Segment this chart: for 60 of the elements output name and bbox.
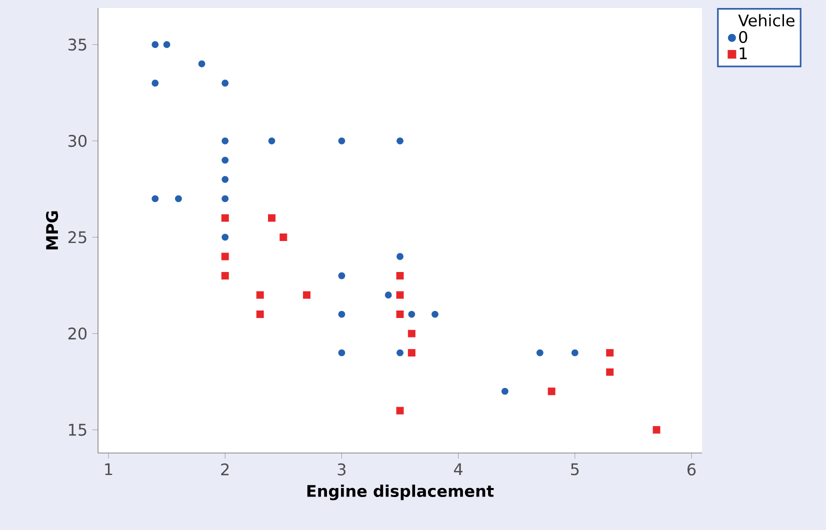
point [268, 137, 276, 144]
point [302, 291, 310, 299]
point [548, 388, 556, 396]
point [222, 234, 229, 241]
point [338, 137, 346, 144]
x-tick-label: 6 [688, 463, 696, 476]
point [652, 426, 660, 434]
point [174, 195, 182, 202]
point [384, 292, 392, 298]
point [221, 252, 229, 260]
y-tick-label: 20 [68, 327, 87, 340]
point [152, 195, 159, 202]
point [256, 310, 264, 318]
point [501, 388, 508, 395]
point [198, 60, 206, 68]
point [222, 80, 229, 87]
point [222, 195, 229, 202]
point [222, 156, 229, 164]
x-tick-label: 5 [571, 463, 579, 476]
point [221, 214, 229, 222]
legend-label: 0 [739, 30, 748, 44]
point [408, 330, 416, 338]
x-axis-title: Engine displacement [307, 484, 494, 500]
point [222, 176, 229, 183]
y-tick-label: 35 [68, 38, 86, 51]
point [221, 272, 229, 280]
point [338, 310, 346, 318]
point [408, 310, 416, 318]
point [152, 41, 159, 48]
point [163, 41, 170, 48]
x-tick-label: 2 [221, 463, 229, 476]
point [396, 272, 404, 280]
point [396, 406, 404, 414]
point [222, 137, 229, 144]
point [396, 253, 404, 260]
legend-title: Vehicle [738, 14, 794, 27]
point [396, 291, 404, 299]
point [408, 349, 416, 357]
point [268, 214, 276, 222]
point [396, 349, 404, 356]
point [338, 272, 346, 280]
point [280, 233, 288, 241]
point [338, 349, 346, 356]
y-tick-label: 15 [69, 424, 86, 436]
point [606, 349, 614, 357]
x-tick-label: 4 [454, 463, 462, 476]
point [536, 349, 544, 356]
x-tick-label: 3 [338, 463, 346, 476]
point [432, 310, 438, 318]
point [396, 137, 404, 144]
point [606, 368, 614, 376]
legend-label: 1 [740, 47, 747, 60]
y-tick-label: 25 [68, 231, 86, 244]
point [152, 80, 159, 87]
y-tick-label: 30 [68, 134, 87, 147]
y-axis-title: MPG [46, 211, 58, 250]
point [396, 310, 404, 318]
point [256, 291, 264, 299]
point [571, 349, 578, 356]
x-tick-label: 1 [105, 463, 112, 476]
